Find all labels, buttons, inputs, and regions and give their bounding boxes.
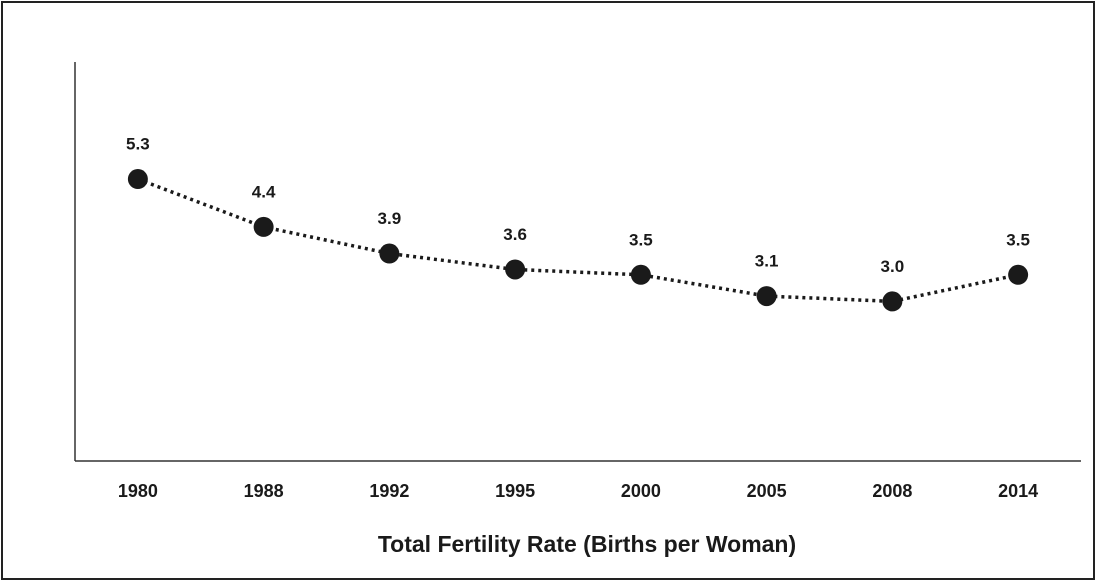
marker — [756, 286, 777, 307]
x-tick-label: 1992 — [369, 481, 409, 501]
value-label: 3.5 — [629, 230, 653, 249]
marker — [1008, 264, 1029, 285]
x-tick-label: 1988 — [244, 481, 284, 501]
marker — [882, 291, 903, 312]
value-label: 3.0 — [881, 257, 905, 276]
marker — [379, 243, 400, 264]
x-tick-label: 2014 — [998, 481, 1038, 501]
marker — [253, 216, 274, 237]
x-axis-title: Total Fertility Rate (Births per Woman) — [378, 531, 796, 557]
value-label: 4.4 — [252, 182, 276, 201]
x-tick-label: 1980 — [118, 481, 158, 501]
x-tick-label: 2008 — [872, 481, 912, 501]
marker — [505, 259, 526, 280]
line — [137, 177, 1019, 304]
value-label: 3.1 — [755, 252, 779, 271]
x-tick-label: 2000 — [621, 481, 661, 501]
value-label: 5.3 — [126, 135, 150, 154]
marker — [127, 169, 148, 190]
value-label: 3.5 — [1006, 230, 1030, 249]
x-tick-label: 2005 — [747, 481, 787, 501]
marker — [630, 264, 651, 285]
value-label: 3.6 — [503, 225, 527, 244]
x-tick-label: 1995 — [495, 481, 535, 501]
value-label: 3.9 — [378, 209, 402, 228]
